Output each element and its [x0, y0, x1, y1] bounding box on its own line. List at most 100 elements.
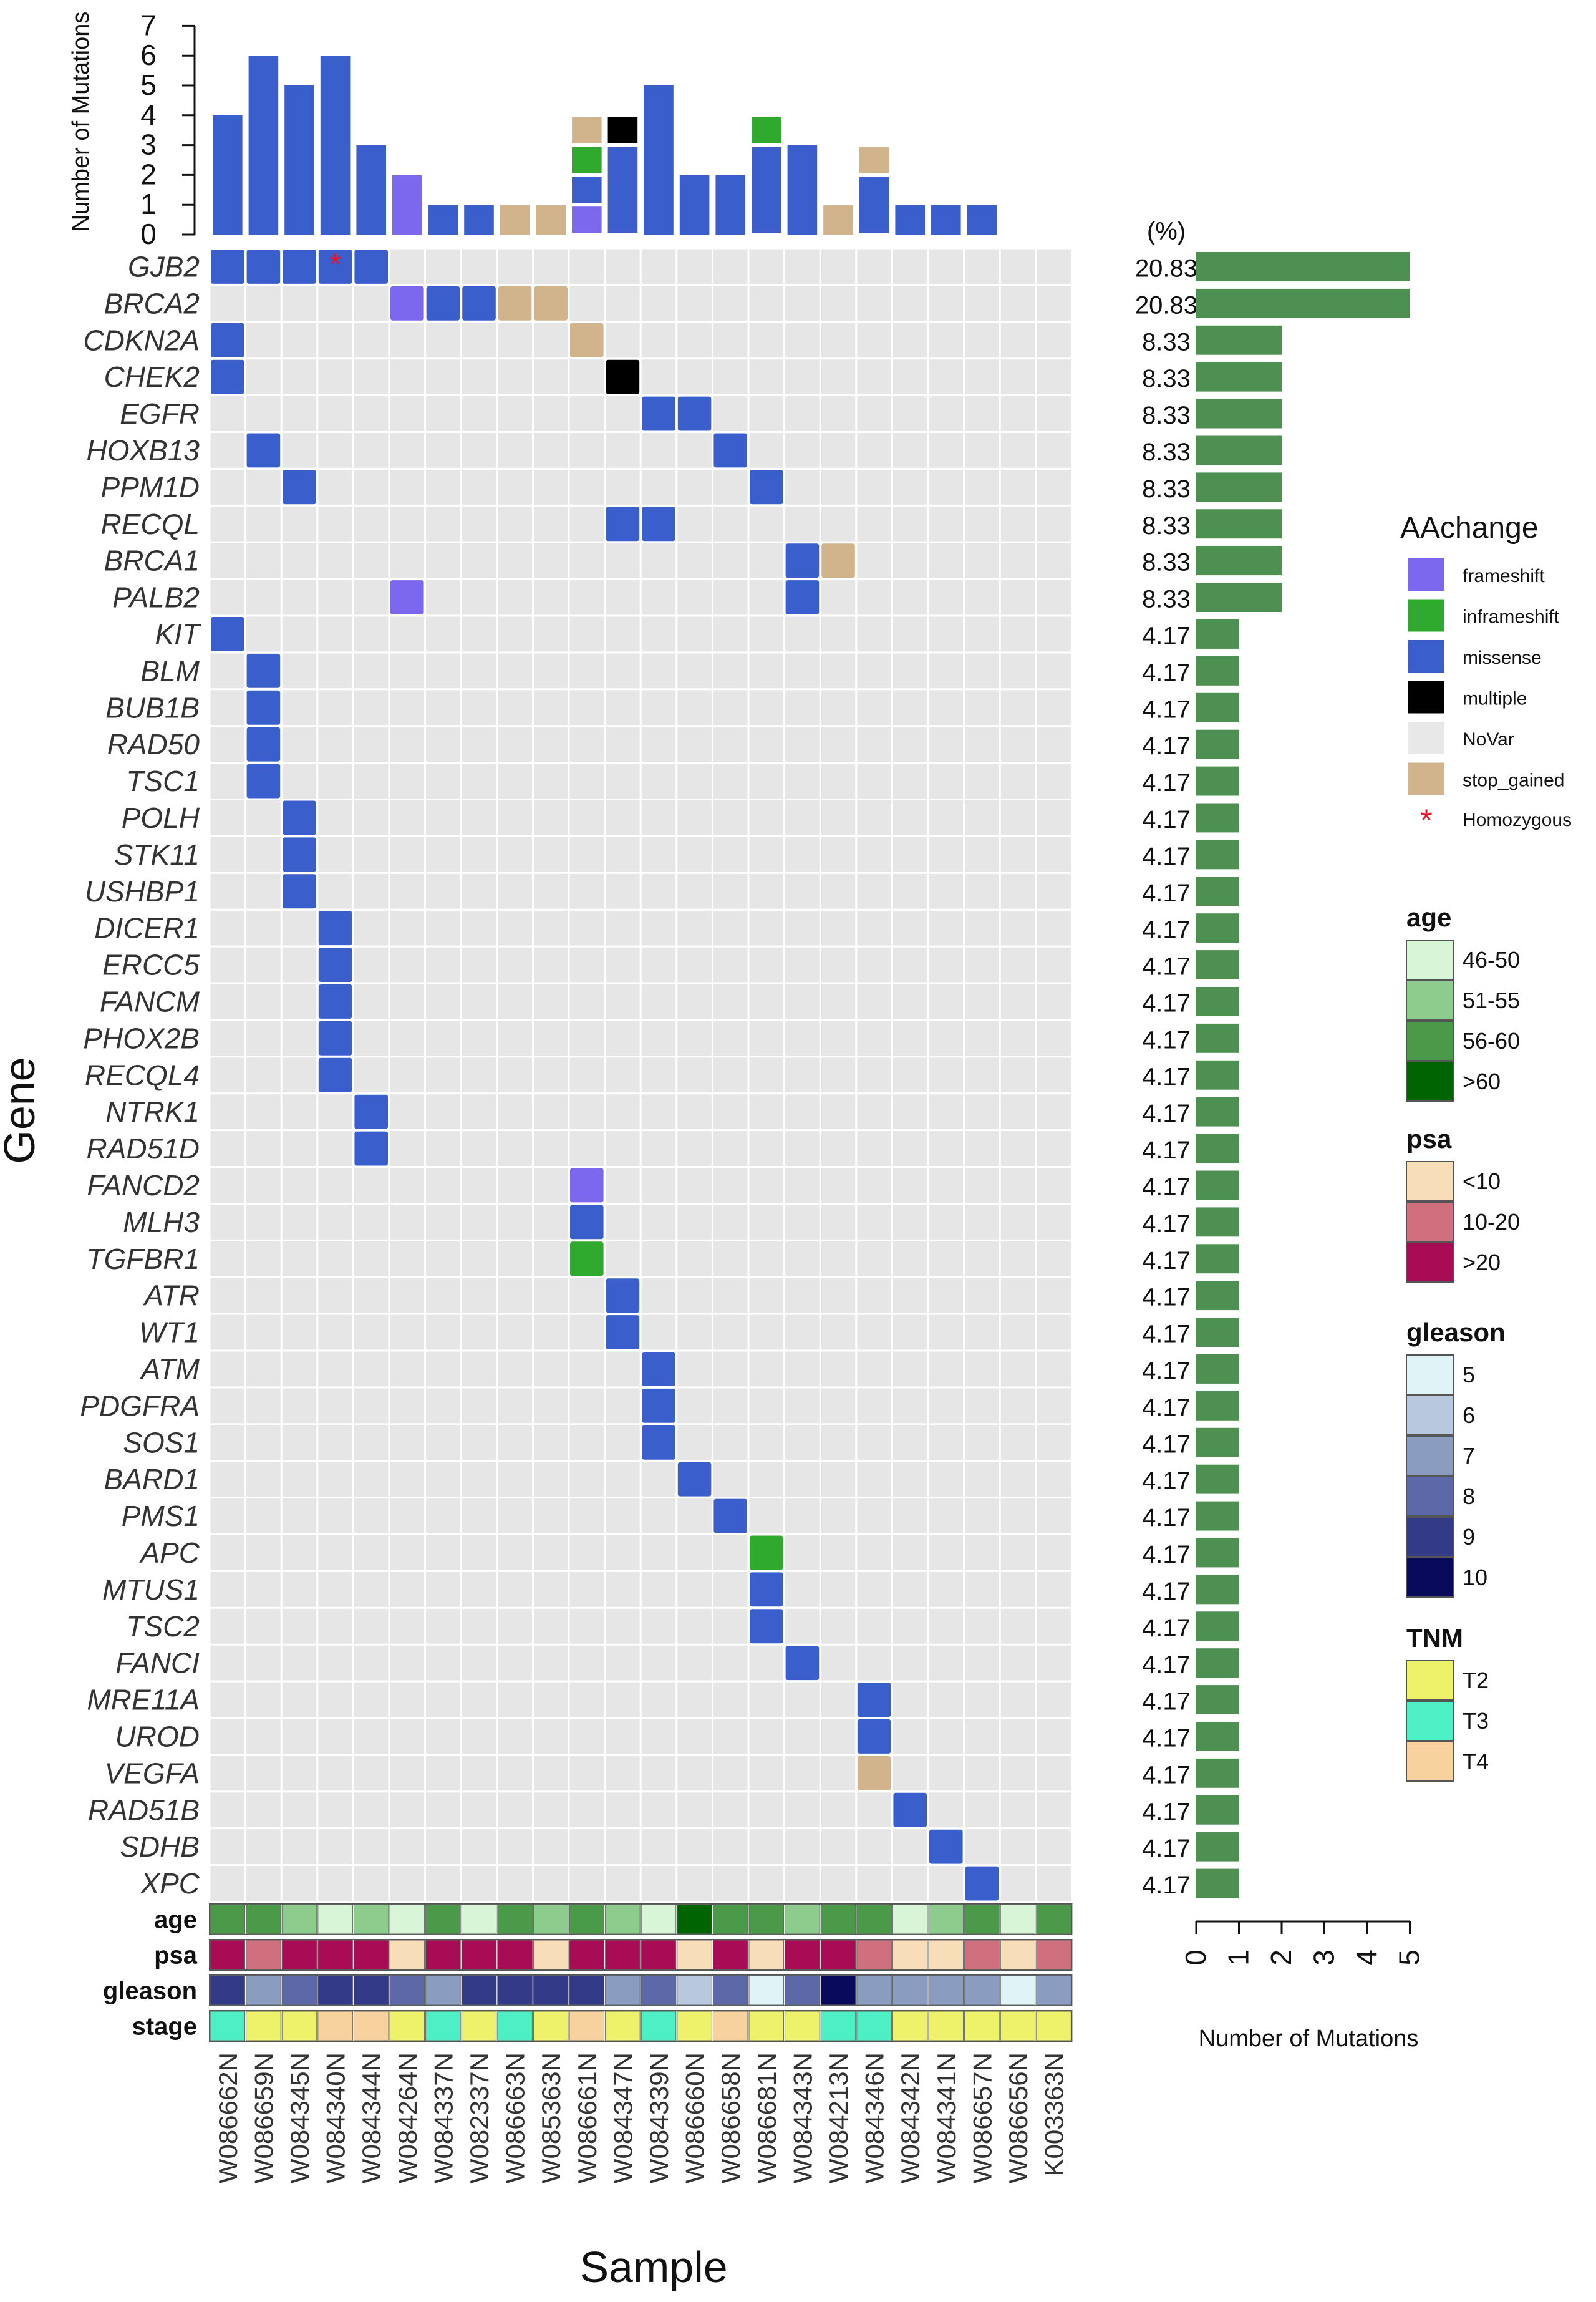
annotation-cell-gleason	[605, 1975, 641, 2006]
novar-cell	[1037, 1866, 1071, 1901]
novar-cell	[354, 1866, 389, 1901]
novar-cell	[965, 1829, 999, 1865]
novar-cell	[749, 1388, 784, 1424]
novar-cell	[821, 249, 856, 284]
novar-cell	[965, 1792, 999, 1828]
top-bar-missense	[715, 175, 745, 235]
gene-label: STK11	[114, 838, 200, 871]
percent-label: 4.17	[1142, 1430, 1191, 1458]
novar-cell	[282, 396, 317, 431]
novar-cell	[606, 727, 640, 762]
novar-cell	[929, 653, 964, 689]
legend-swatch-missense	[1408, 640, 1444, 673]
novar-cell	[533, 1756, 568, 1791]
annotation-cell-age	[892, 1904, 928, 1935]
mutation-cell-missense	[749, 1608, 784, 1644]
annotation-cell-age	[246, 1904, 281, 1935]
annotation-cell-psa	[892, 1940, 928, 1970]
novar-cell	[462, 1498, 496, 1533]
novar-cell	[282, 1351, 317, 1387]
annotation-label: psa	[154, 1942, 198, 1969]
right-bar	[1196, 1060, 1239, 1090]
top-bar-missense	[895, 205, 925, 235]
novar-cell	[606, 616, 640, 652]
right-bar	[1196, 692, 1239, 722]
novar-cell	[426, 1204, 460, 1240]
novar-cell	[785, 1241, 820, 1276]
novar-cell	[1000, 1719, 1035, 1754]
novar-cell	[785, 1131, 820, 1166]
novar-cell	[390, 947, 425, 983]
novar-cell	[498, 580, 532, 615]
annotation-cell-age	[497, 1904, 533, 1935]
annotation-cell-age	[748, 1904, 785, 1935]
right-axis-tick-label: 3	[1308, 1950, 1340, 1966]
novar-cell	[1000, 1425, 1035, 1460]
novar-cell	[892, 947, 927, 983]
novar-cell	[929, 396, 964, 431]
novar-cell	[354, 1425, 389, 1460]
novar-cell	[892, 727, 927, 762]
novar-cell	[354, 690, 389, 726]
novar-cell	[1000, 1866, 1035, 1901]
novar-cell	[318, 1645, 352, 1681]
annotation-cell-psa	[1000, 1940, 1036, 1970]
novar-cell	[929, 1021, 964, 1056]
percent-label: 4.17	[1142, 806, 1191, 833]
annotation-cell-psa	[317, 1940, 353, 1970]
novar-cell	[1000, 616, 1035, 652]
gene-label: KIT	[155, 618, 201, 650]
percent-label: 4.17	[1142, 1394, 1191, 1421]
novar-cell	[606, 1866, 640, 1901]
novar-cell	[354, 1608, 389, 1644]
annotation-cell-stage	[389, 2011, 425, 2041]
right-bar	[1196, 766, 1239, 796]
novar-cell	[569, 1314, 604, 1350]
sample-label: W086657N	[967, 2052, 997, 2183]
legend-swatch-stage	[1406, 1701, 1454, 1741]
novar-cell	[498, 1204, 532, 1240]
novar-cell	[1037, 837, 1071, 872]
novar-cell	[749, 1792, 784, 1828]
novar-cell	[498, 506, 532, 542]
novar-cell	[1037, 1351, 1071, 1387]
novar-cell	[390, 1168, 425, 1203]
novar-cell	[246, 1278, 281, 1313]
novar-cell	[426, 764, 460, 799]
percent-label: 4.17	[1142, 1724, 1191, 1752]
novar-cell	[929, 1351, 964, 1387]
top-bar-inframeshift	[752, 117, 781, 143]
novar-cell	[641, 1571, 676, 1607]
novar-cell	[569, 1425, 604, 1460]
novar-cell	[929, 764, 964, 799]
annotation-cell-age	[569, 1904, 605, 1935]
right-bar	[1196, 435, 1282, 465]
novar-cell	[210, 1866, 245, 1901]
top-bar-missense	[607, 147, 638, 233]
novar-cell	[606, 1425, 640, 1460]
novar-cell	[1000, 1756, 1035, 1791]
novar-cell	[713, 1278, 748, 1313]
novar-cell	[246, 800, 281, 835]
right-bar	[1196, 325, 1282, 355]
novar-cell	[641, 764, 676, 799]
novar-cell	[533, 1094, 568, 1130]
mutation-cell-missense	[641, 1424, 676, 1460]
novar-cell	[318, 1462, 352, 1497]
novar-cell	[929, 1571, 964, 1607]
novar-cell	[857, 1057, 891, 1093]
novar-cell	[929, 727, 964, 762]
novar-cell	[606, 469, 640, 505]
mutation-cell-missense	[929, 1828, 964, 1865]
novar-cell	[498, 1792, 532, 1828]
novar-cell	[498, 1168, 532, 1203]
novar-cell	[749, 249, 784, 284]
novar-cell	[318, 396, 352, 431]
annotation-cell-gleason	[461, 1975, 497, 2006]
novar-cell	[713, 1571, 748, 1607]
novar-cell	[892, 1756, 927, 1791]
novar-cell	[282, 984, 317, 1019]
novar-cell	[821, 1829, 856, 1865]
novar-cell	[965, 1608, 999, 1644]
